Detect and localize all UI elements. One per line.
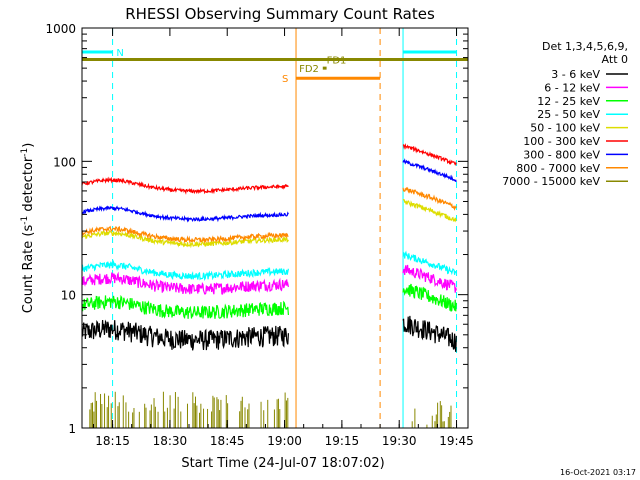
series-3-trace-0 <box>81 259 289 281</box>
y-axis-label-sup2: -1 <box>20 148 30 157</box>
series-0-trace-1 <box>402 315 457 352</box>
plot-frame <box>81 27 469 429</box>
x-tick-label-4: 19:15 <box>325 434 360 448</box>
series-6 <box>81 158 457 223</box>
series-0-trace-0 <box>81 319 289 351</box>
y-tick-label-0: 1 <box>68 422 76 436</box>
x-axis-label: Start Time (24-Jul-07 18:07:02) <box>181 456 384 471</box>
legend-label-0: 3 - 6 keV <box>551 68 600 81</box>
y-tick-label-1: 10 <box>61 289 76 303</box>
x-tick-label-3: 19:00 <box>267 434 302 448</box>
x-tick-label-1: 18:30 <box>153 434 188 448</box>
series-6-trace-0 <box>81 205 289 223</box>
y-axis-label: Count Rate (s-1 detector-1) <box>20 143 36 314</box>
series-7-trace-0 <box>81 225 289 244</box>
legend-label-1: 6 - 12 keV <box>544 81 600 94</box>
legend-label-4: 50 - 100 keV <box>530 122 600 135</box>
series-3-trace-1 <box>402 250 457 276</box>
y-axis-label-part2: detector <box>21 156 36 216</box>
series-5-trace-0 <box>81 176 289 195</box>
series-0 <box>81 315 457 352</box>
series-2-trace-0 <box>81 294 289 320</box>
series-5 <box>81 143 457 195</box>
series-4-trace-1 <box>402 198 457 223</box>
legend-label-5: 100 - 300 keV <box>523 135 600 148</box>
legend-label-8: 7000 - 15000 keV <box>502 175 600 188</box>
axes: 18:15 18:30 18:45 19:00 19:15 19:30 19:45 1 10 10… <box>45 22 473 448</box>
series-1-trace-0 <box>81 271 289 295</box>
legend-label-3: 25 - 50 keV <box>537 108 600 121</box>
x-tick-label-5: 19:30 <box>382 434 417 448</box>
series-4 <box>81 198 457 249</box>
series-5-trace-1 <box>402 143 457 166</box>
series-1-trace-1 <box>402 264 457 293</box>
flag-label-s: S <box>282 74 288 85</box>
y-axis-label-sup1: -1 <box>20 216 30 225</box>
series-8 <box>89 391 455 428</box>
series-4-trace-0 <box>81 229 289 249</box>
legend-label-6: 300 - 800 keV <box>523 148 600 161</box>
flag-label-fd1: FD1 <box>327 56 347 67</box>
plot-area: N S FD1 FD2 <box>81 28 468 428</box>
series-2 <box>81 283 457 320</box>
series-6-trace-1 <box>402 158 457 183</box>
legend-header-1: Det 1,3,4,5,6,9, <box>542 40 628 53</box>
timestamp: 16-Oct-2021 03:17 <box>560 468 636 477</box>
series-7-trace-1 <box>402 186 457 211</box>
y-axis-label-part3: ) <box>21 143 36 148</box>
series-1 <box>81 264 457 295</box>
chart-title: RHESSI Observing Summary Count Rates <box>125 5 435 23</box>
flag-label-fd2: FD2 <box>299 64 319 75</box>
legend-header-2: Att 0 <box>602 53 628 66</box>
series-2-trace-1 <box>402 283 457 312</box>
x-tick-label-2: 18:45 <box>210 434 245 448</box>
x-tick-label-0: 18:15 <box>95 434 130 448</box>
series-7 <box>81 186 457 244</box>
series-3 <box>81 250 457 281</box>
y-tick-label-3: 1000 <box>45 22 76 36</box>
x-tick-label-6: 19:45 <box>439 434 474 448</box>
legend-label-7: 800 - 7000 keV <box>516 162 600 175</box>
y-tick-label-2: 100 <box>53 155 76 169</box>
flag-label-n: N <box>116 48 123 59</box>
y-axis-label-part1: Count Rate (s <box>21 225 36 314</box>
legend-label-2: 12 - 25 keV <box>537 95 600 108</box>
